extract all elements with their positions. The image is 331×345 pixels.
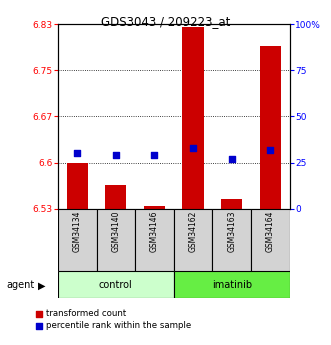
Bar — [105, 185, 126, 209]
Text: GSM34146: GSM34146 — [150, 210, 159, 252]
Text: GSM34162: GSM34162 — [189, 210, 198, 252]
Text: control: control — [99, 280, 133, 289]
Text: GSM34134: GSM34134 — [73, 210, 82, 252]
Point — [190, 145, 196, 150]
Point — [229, 156, 234, 162]
Text: agent: agent — [7, 280, 35, 290]
Bar — [174, 209, 213, 271]
Text: GSM34140: GSM34140 — [111, 210, 120, 252]
Bar — [135, 209, 174, 271]
Bar — [144, 206, 165, 209]
Bar — [97, 209, 135, 271]
Bar — [213, 209, 251, 271]
Point — [74, 150, 80, 156]
Text: GSM34163: GSM34163 — [227, 210, 236, 252]
Point — [268, 147, 273, 152]
Bar — [67, 162, 88, 209]
Bar — [182, 27, 204, 209]
Bar — [174, 271, 290, 298]
Text: ▶: ▶ — [38, 281, 46, 290]
Bar — [260, 46, 281, 209]
Bar — [58, 209, 97, 271]
Point — [113, 152, 118, 158]
Point — [152, 152, 157, 158]
Text: GSM34164: GSM34164 — [266, 210, 275, 252]
Text: imatinib: imatinib — [212, 280, 252, 289]
Bar — [221, 199, 242, 209]
Bar — [251, 209, 290, 271]
Text: GDS3043 / 209223_at: GDS3043 / 209223_at — [101, 16, 230, 29]
Legend: transformed count, percentile rank within the sample: transformed count, percentile rank withi… — [33, 305, 195, 334]
Bar — [58, 271, 174, 298]
